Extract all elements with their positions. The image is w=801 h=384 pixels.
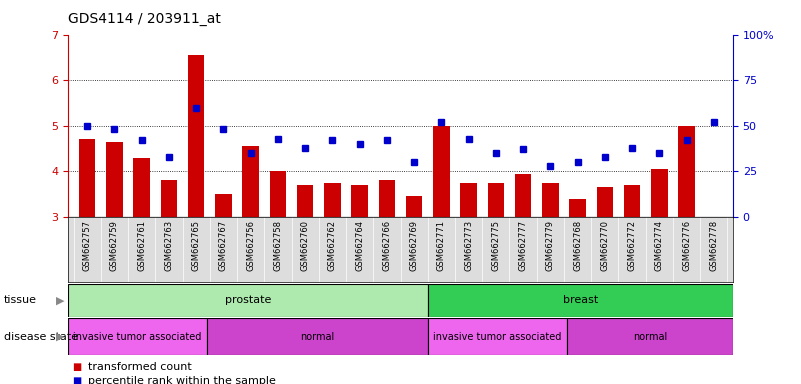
Text: GSM662765: GSM662765	[191, 220, 200, 271]
Text: GSM662763: GSM662763	[164, 220, 173, 271]
Text: GSM662761: GSM662761	[137, 220, 146, 271]
Bar	[134, 158, 150, 217]
Text: GSM662769: GSM662769	[409, 220, 419, 271]
Bar	[597, 187, 613, 217]
Text: GSM662772: GSM662772	[628, 220, 637, 271]
Text: prostate: prostate	[225, 295, 272, 306]
Bar	[651, 169, 667, 217]
Bar	[161, 180, 177, 217]
Bar	[379, 180, 395, 217]
Bar	[678, 126, 694, 217]
Text: percentile rank within the sample: percentile rank within the sample	[88, 376, 276, 384]
Bar	[542, 183, 558, 217]
Bar	[624, 185, 640, 217]
Bar	[461, 183, 477, 217]
Text: disease state: disease state	[4, 331, 78, 342]
Bar	[324, 183, 340, 217]
Text: invasive tumor associated: invasive tumor associated	[73, 331, 202, 342]
Text: GSM662766: GSM662766	[382, 220, 392, 271]
Text: GSM662773: GSM662773	[464, 220, 473, 271]
Text: ▶: ▶	[55, 331, 64, 342]
Text: normal: normal	[300, 331, 335, 342]
Text: GSM662762: GSM662762	[328, 220, 337, 271]
Text: GSM662770: GSM662770	[601, 220, 610, 271]
Text: GSM662760: GSM662760	[300, 220, 310, 271]
Text: GSM662767: GSM662767	[219, 220, 228, 271]
Text: ■: ■	[72, 362, 82, 372]
Text: GSM662771: GSM662771	[437, 220, 446, 271]
Text: ▶: ▶	[55, 295, 64, 306]
Bar	[515, 174, 531, 217]
Text: GSM662778: GSM662778	[710, 220, 718, 271]
Bar	[406, 197, 422, 217]
Bar	[297, 185, 313, 217]
Text: GSM662764: GSM662764	[355, 220, 364, 271]
Bar	[270, 171, 286, 217]
Text: GSM662758: GSM662758	[273, 220, 283, 271]
Text: GSM662756: GSM662756	[246, 220, 256, 271]
Bar	[68, 284, 429, 317]
Text: GSM662774: GSM662774	[655, 220, 664, 271]
Bar	[352, 185, 368, 217]
Text: GSM662776: GSM662776	[682, 220, 691, 271]
Bar	[570, 199, 586, 217]
Bar	[429, 318, 567, 355]
Text: GSM662775: GSM662775	[491, 220, 501, 271]
Text: GSM662768: GSM662768	[573, 220, 582, 271]
Text: GSM662759: GSM662759	[110, 220, 119, 271]
Text: ■: ■	[72, 376, 82, 384]
Text: GSM662757: GSM662757	[83, 220, 91, 271]
Bar	[433, 126, 449, 217]
Bar	[243, 146, 259, 217]
Bar	[488, 183, 504, 217]
Text: breast: breast	[563, 295, 598, 306]
Text: GSM662779: GSM662779	[545, 220, 555, 271]
Text: GSM662777: GSM662777	[518, 220, 528, 271]
Text: GDS4114 / 203911_at: GDS4114 / 203911_at	[68, 12, 221, 25]
Bar	[429, 284, 733, 317]
Text: normal: normal	[633, 331, 667, 342]
Bar	[215, 194, 231, 217]
Text: tissue: tissue	[4, 295, 37, 306]
Text: transformed count: transformed count	[88, 362, 192, 372]
Bar	[107, 142, 123, 217]
Bar	[567, 318, 733, 355]
Bar	[79, 139, 95, 217]
Text: invasive tumor associated: invasive tumor associated	[433, 331, 562, 342]
Bar	[68, 318, 207, 355]
Bar	[207, 318, 429, 355]
Bar	[188, 55, 204, 217]
